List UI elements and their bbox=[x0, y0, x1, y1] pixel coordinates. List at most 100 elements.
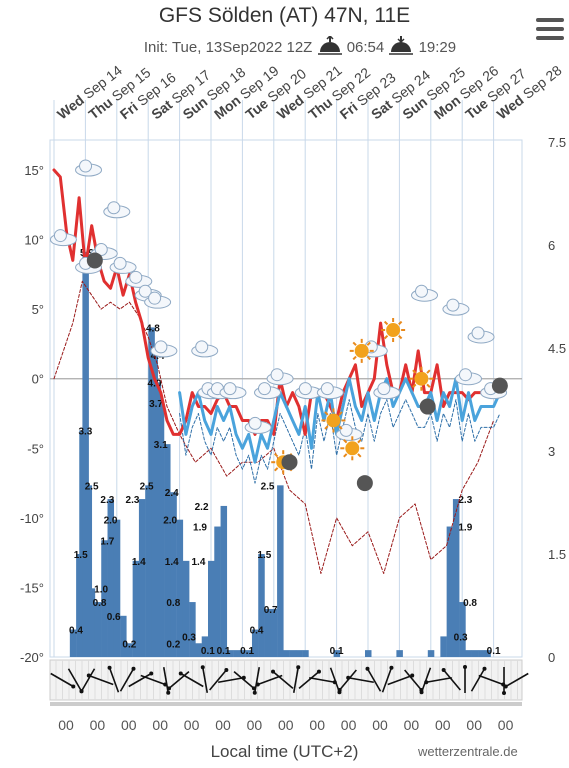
precip-label: 1.9 bbox=[193, 523, 207, 534]
wind-arrow-icon bbox=[365, 666, 382, 692]
wind-arrow-icon bbox=[470, 666, 487, 692]
left-tick-label: -10° bbox=[20, 511, 44, 526]
wind-arrow-icon bbox=[387, 673, 415, 686]
precip-bar bbox=[396, 650, 403, 657]
precip-label: 2.2 bbox=[195, 502, 209, 513]
cloud-icon bbox=[266, 368, 294, 386]
precip-bar bbox=[69, 629, 77, 657]
wind-arrow-icon bbox=[178, 671, 204, 688]
menu-icon[interactable] bbox=[536, 18, 564, 40]
sun-icon bbox=[321, 408, 346, 433]
precip-label: 1.9 bbox=[458, 523, 472, 534]
precip-label: 0.2 bbox=[166, 639, 180, 650]
precip-bar bbox=[195, 643, 202, 657]
precip-bar bbox=[182, 560, 190, 657]
precip-label: 2.5 bbox=[140, 481, 154, 492]
cloud-icon bbox=[244, 416, 272, 434]
precip-bar bbox=[459, 602, 466, 657]
precip-label: 0.2 bbox=[122, 639, 136, 650]
precip-label: 2.4 bbox=[165, 488, 179, 499]
wind-arrow-icon bbox=[252, 667, 261, 695]
precip-bar bbox=[82, 251, 89, 657]
cloud-icon bbox=[373, 382, 401, 400]
wind-arrow-icon bbox=[79, 668, 96, 694]
right-tick-label: 1.5 bbox=[548, 547, 566, 562]
wind-arrow-icon bbox=[502, 667, 506, 695]
precip-bar bbox=[258, 554, 265, 657]
cloud-icon bbox=[454, 368, 482, 386]
sun-icon bbox=[349, 338, 374, 363]
wind-arrow-icon bbox=[255, 674, 283, 687]
precip-bar bbox=[440, 636, 447, 657]
precip-label: 0.4 bbox=[250, 626, 264, 637]
precip-bar bbox=[170, 492, 177, 657]
precip-bar bbox=[164, 444, 171, 657]
precip-bar bbox=[176, 519, 184, 657]
precip-bar bbox=[302, 650, 309, 657]
precip-bar bbox=[295, 650, 303, 657]
precip-label: 2.3 bbox=[458, 495, 472, 506]
hour-label: 00 bbox=[121, 717, 137, 733]
hour-label: 00 bbox=[184, 717, 200, 733]
meteogram-chart: 15°10°5°0°-5°-10°-15°-20°7.564.531.505.9… bbox=[20, 62, 566, 733]
precip-bar bbox=[452, 499, 460, 657]
precip-label: 2.0 bbox=[104, 516, 118, 527]
precip-bar bbox=[333, 650, 341, 657]
wind-arrow-icon bbox=[50, 672, 76, 689]
wind-arrow-icon bbox=[86, 673, 114, 686]
sun-icon bbox=[340, 436, 365, 461]
cloud-icon bbox=[75, 159, 103, 177]
precip-label: 0.8 bbox=[463, 598, 477, 609]
precip-label: 1.4 bbox=[132, 557, 146, 568]
dewpoint-dashed-line bbox=[179, 399, 501, 484]
page-title: GFS Sölden (AT) 47N, 11E bbox=[158, 4, 411, 27]
precip-label: 1.5 bbox=[257, 550, 271, 561]
precip-bar bbox=[94, 602, 102, 657]
precip-bar bbox=[85, 485, 93, 657]
hour-label: 00 bbox=[247, 717, 263, 733]
precip-bar bbox=[478, 650, 485, 657]
precip-bar bbox=[132, 560, 140, 657]
precip-label: 1.4 bbox=[165, 557, 179, 568]
moon-icon bbox=[356, 475, 373, 492]
hour-label: 00 bbox=[152, 717, 168, 733]
precip-label: 2.3 bbox=[126, 495, 140, 506]
precip-bar bbox=[270, 608, 278, 657]
cloud-icon bbox=[254, 382, 282, 400]
wind-arrow-icon bbox=[292, 665, 301, 693]
precip-bar bbox=[251, 629, 259, 657]
precip-label: 0.7 bbox=[264, 605, 278, 616]
right-tick-label: 7.5 bbox=[548, 135, 566, 150]
sunrise-icon bbox=[317, 34, 347, 56]
left-tick-label: 5° bbox=[32, 302, 44, 317]
left-tick-label: -20° bbox=[20, 650, 44, 665]
precip-bar bbox=[245, 650, 253, 657]
precip-label: 2.5 bbox=[261, 481, 275, 492]
cloud-icon bbox=[109, 256, 137, 274]
left-tick-label: -15° bbox=[20, 580, 44, 595]
cloud-icon bbox=[294, 382, 322, 400]
credit-text: wetterzentrale.de bbox=[418, 744, 518, 759]
sunset-time: 19:29 bbox=[418, 39, 457, 56]
hour-label: 00 bbox=[498, 717, 514, 733]
precip-bar bbox=[471, 650, 479, 657]
wind-arrow-icon bbox=[337, 669, 357, 692]
moon-icon bbox=[281, 454, 298, 471]
precip-bar bbox=[138, 499, 146, 657]
wind-arrow-icon bbox=[463, 665, 467, 693]
left-tick-label: 10° bbox=[24, 233, 44, 248]
precip-bar bbox=[264, 608, 272, 657]
precip-bar bbox=[120, 615, 127, 657]
wind-arrow-icon bbox=[167, 671, 190, 691]
precip-bar bbox=[465, 650, 472, 657]
cloud-icon bbox=[125, 270, 153, 288]
hour-label: 00 bbox=[435, 717, 451, 733]
precip-bar bbox=[189, 602, 196, 657]
right-tick-label: 0 bbox=[548, 650, 555, 665]
precip-label: 0.3 bbox=[182, 632, 196, 643]
precip-label: 4.0 bbox=[148, 378, 162, 389]
precip-label: 0.8 bbox=[93, 598, 107, 609]
left-tick-label: 0° bbox=[32, 372, 44, 387]
hour-label: 00 bbox=[215, 717, 231, 733]
precip-bar bbox=[239, 650, 246, 657]
